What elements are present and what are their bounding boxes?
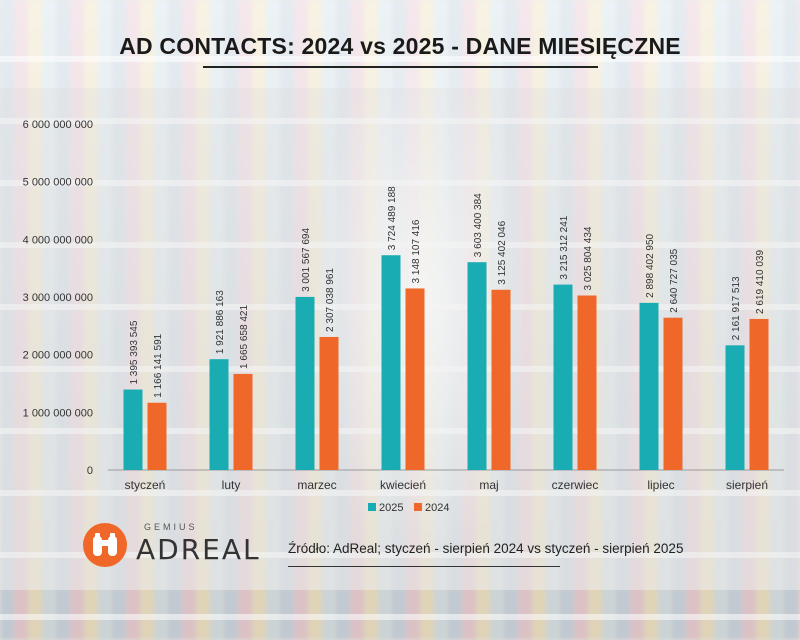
data-label-2024: 3 125 402 046 bbox=[497, 220, 508, 284]
legend-label-2024: 2024 bbox=[425, 502, 449, 514]
bar-2024 bbox=[405, 288, 425, 470]
x-tick-label: marzec bbox=[297, 478, 336, 492]
bar-2024 bbox=[749, 318, 769, 470]
bar-2025 bbox=[467, 262, 487, 470]
legend-swatch-2024 bbox=[414, 503, 422, 511]
adreal-logo: GEMIUS ADREAL bbox=[80, 522, 270, 570]
bar-2025 bbox=[123, 389, 143, 470]
data-label-2024: 3 025 804 434 bbox=[583, 226, 594, 290]
x-tick-label: sierpień bbox=[726, 478, 768, 492]
bar-2024 bbox=[319, 336, 339, 470]
x-tick-label: styczeń bbox=[125, 478, 166, 492]
data-label-2024: 3 148 107 416 bbox=[411, 219, 422, 283]
bar-2025 bbox=[295, 296, 315, 470]
y-tick-label: 1 000 000 000 bbox=[23, 407, 93, 419]
header-band bbox=[0, 0, 800, 88]
data-label-2025: 2 161 917 513 bbox=[731, 276, 742, 340]
data-label-2024: 1 166 141 591 bbox=[153, 333, 164, 397]
logo-adreal-text: ADREAL bbox=[136, 533, 261, 566]
x-tick-label: czerwiec bbox=[552, 478, 599, 492]
chart-title: AD CONTACTS: 2024 vs 2025 - DANE MIESIĘC… bbox=[119, 33, 681, 59]
x-tick-label: lipiec bbox=[647, 478, 674, 492]
data-label-2025: 3 215 312 241 bbox=[559, 215, 570, 279]
bar-2024 bbox=[233, 373, 253, 470]
bar-2024 bbox=[491, 289, 511, 470]
data-label-2024: 2 619 410 039 bbox=[755, 250, 766, 314]
x-tick-label: luty bbox=[222, 478, 241, 492]
bar-2025 bbox=[639, 302, 659, 470]
data-label-2025: 3 603 400 384 bbox=[473, 193, 484, 257]
data-label-2024: 2 640 727 035 bbox=[669, 248, 680, 312]
binoculars-icon bbox=[83, 523, 127, 567]
data-label-2025: 2 898 402 950 bbox=[645, 233, 656, 297]
y-tick-label: 4 000 000 000 bbox=[23, 234, 93, 246]
bar-2025 bbox=[553, 284, 573, 470]
legend-swatch-2025 bbox=[368, 503, 376, 511]
bar-2025 bbox=[381, 255, 401, 470]
bar-2024 bbox=[577, 295, 597, 470]
y-tick-label: 3 000 000 000 bbox=[23, 292, 93, 304]
data-label-2024: 2 307 038 961 bbox=[325, 268, 336, 332]
bar-2025 bbox=[209, 359, 229, 470]
legend-label-2025: 2025 bbox=[379, 502, 403, 514]
data-label-2025: 3 724 489 188 bbox=[387, 186, 398, 250]
bar-2025 bbox=[725, 345, 745, 470]
y-tick-label: 6 000 000 000 bbox=[23, 119, 93, 131]
title-underline bbox=[203, 66, 598, 68]
footer-band bbox=[0, 590, 800, 640]
data-label-2025: 1 395 393 545 bbox=[129, 320, 140, 384]
y-tick-label: 5 000 000 000 bbox=[23, 177, 93, 189]
y-tick-label: 2 000 000 000 bbox=[23, 350, 93, 362]
bar-2024 bbox=[147, 402, 167, 470]
x-tick-label: kwiecień bbox=[380, 478, 426, 492]
data-label-2025: 3 001 567 694 bbox=[301, 228, 312, 292]
data-label-2024: 1 665 658 421 bbox=[239, 305, 250, 369]
source-underline bbox=[288, 566, 560, 567]
bar-2024 bbox=[663, 317, 683, 470]
source-note: Źródło: AdReal; styczeń - sierpień 2024 … bbox=[288, 541, 684, 556]
y-tick-label: 0 bbox=[87, 465, 93, 477]
data-label-2025: 1 921 886 163 bbox=[215, 290, 226, 354]
logo-gemius-text: GEMIUS bbox=[144, 522, 198, 532]
x-tick-label: maj bbox=[479, 478, 498, 492]
